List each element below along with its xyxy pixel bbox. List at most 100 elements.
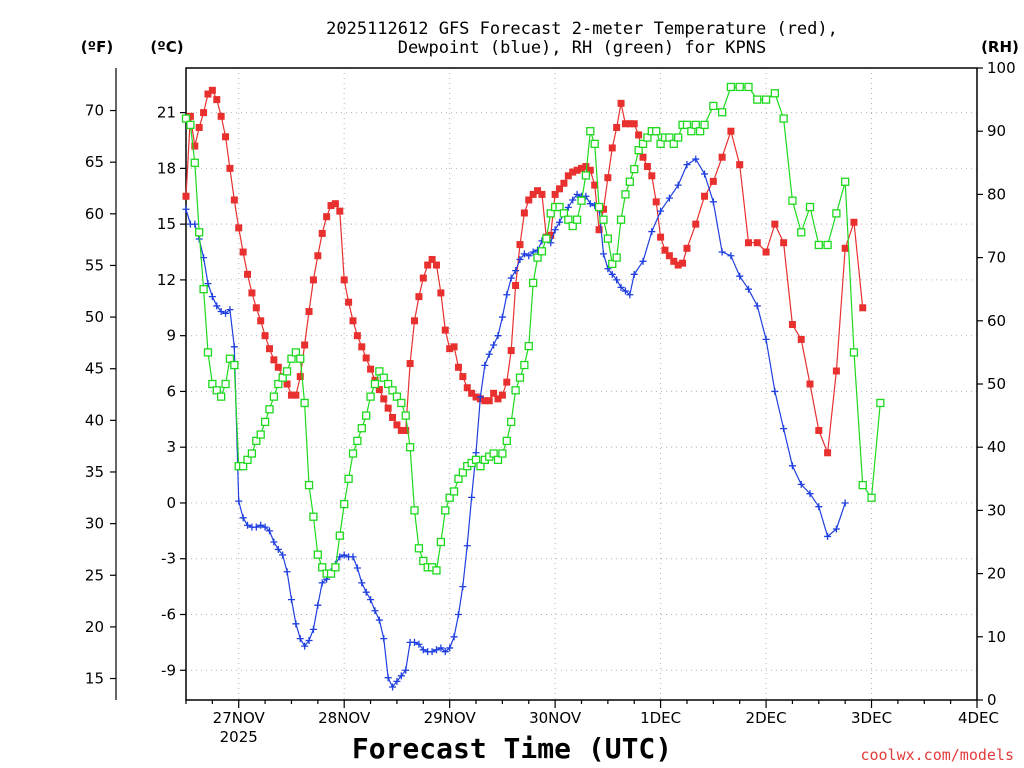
data-point	[428, 648, 436, 656]
data-point	[449, 487, 459, 496]
data-point	[345, 298, 353, 306]
data-point	[824, 532, 832, 540]
data-point	[780, 239, 788, 247]
data-point	[692, 220, 700, 228]
data-point	[762, 335, 770, 343]
data-point	[770, 89, 780, 98]
data-point	[432, 261, 440, 269]
data-point	[195, 228, 204, 237]
data-point	[625, 177, 634, 186]
data-point	[370, 379, 380, 389]
data-point	[182, 192, 190, 200]
data-point	[590, 139, 599, 148]
data-point	[190, 158, 199, 167]
data-point	[257, 317, 265, 325]
data-point	[797, 480, 805, 488]
data-point	[490, 341, 498, 349]
data-point	[221, 379, 230, 389]
data-point	[824, 449, 832, 457]
celsius-tick-label: 9	[166, 327, 176, 345]
celsius-tick-label: 3	[166, 438, 176, 456]
x-axis-title: Forecast Time (UTC)	[352, 732, 672, 765]
data-point	[327, 202, 335, 210]
data-point	[292, 391, 300, 399]
data-point	[564, 203, 572, 211]
data-point	[709, 198, 717, 206]
rh-tick-label: 40	[987, 438, 1006, 456]
data-point	[657, 207, 665, 215]
data-point	[823, 240, 832, 250]
data-point	[379, 373, 388, 382]
data-point	[608, 270, 616, 278]
data-point	[485, 397, 493, 405]
data-point	[340, 551, 348, 559]
data-point	[397, 426, 405, 434]
data-point	[564, 172, 572, 180]
data-point	[441, 326, 449, 334]
data-point	[208, 293, 216, 301]
data-point	[279, 551, 287, 559]
data-point	[389, 413, 397, 421]
data-point	[498, 313, 506, 321]
rh-tick-label: 20	[987, 565, 1006, 583]
data-point	[388, 386, 397, 395]
rh-tick-label: 10	[987, 628, 1006, 646]
data-point	[648, 228, 656, 236]
data-point	[832, 209, 841, 218]
fahrenheit-tick-label: 15	[85, 670, 104, 688]
data-point	[581, 171, 591, 180]
data-point	[415, 640, 423, 648]
data-point	[630, 270, 638, 278]
data-point	[498, 391, 506, 399]
data-point	[599, 205, 607, 213]
x-tick-label: 30NOV	[529, 709, 582, 727]
data-point	[701, 170, 709, 178]
data-point	[493, 455, 503, 464]
data-point	[314, 601, 322, 609]
data-point	[405, 443, 415, 452]
data-point	[727, 252, 735, 260]
x-tick-label: 2DEC	[746, 709, 787, 727]
data-point	[468, 493, 476, 501]
data-point	[494, 332, 502, 340]
data-point	[226, 164, 234, 172]
data-point	[247, 449, 257, 458]
data-point	[537, 247, 547, 256]
data-point	[410, 506, 419, 515]
data-point	[582, 163, 590, 171]
data-point	[397, 398, 406, 408]
data-point	[217, 308, 225, 316]
data-point	[217, 112, 225, 120]
data-point	[753, 302, 761, 310]
data-point	[283, 568, 291, 576]
data-point	[534, 187, 542, 195]
data-point	[788, 462, 796, 470]
x-tick-label: 29NOV	[424, 709, 477, 727]
data-point	[235, 224, 243, 232]
x-tick-label: 28NOV	[318, 709, 371, 727]
data-point	[661, 246, 669, 254]
data-point	[248, 289, 256, 297]
data-point	[692, 155, 700, 163]
data-point	[401, 411, 410, 420]
data-point	[559, 209, 569, 218]
data-point	[226, 306, 234, 314]
data-point	[441, 506, 450, 515]
data-point	[726, 82, 736, 92]
data-point	[679, 259, 687, 267]
data-point	[525, 196, 533, 204]
data-point	[814, 240, 823, 250]
data-point	[498, 449, 507, 458]
data-point	[318, 579, 326, 587]
data-point	[603, 234, 613, 243]
data-point	[415, 293, 423, 301]
data-point	[419, 274, 427, 282]
watermark[interactable]: coolwx.com/models	[860, 746, 1014, 764]
data-point	[780, 425, 788, 433]
data-point	[265, 405, 274, 414]
data-point	[621, 287, 629, 295]
data-point	[217, 392, 226, 401]
x-tick-label: 4DEC	[958, 709, 999, 727]
data-point	[788, 196, 797, 205]
